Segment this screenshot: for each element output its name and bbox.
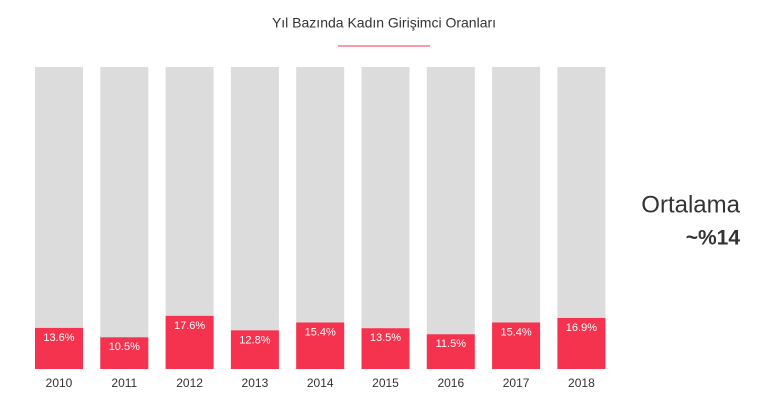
value-label: 15.4%: [500, 326, 531, 338]
x-tick-label: 2011: [111, 376, 137, 390]
bar-background: [35, 67, 83, 369]
x-tick-label: 2014: [307, 376, 334, 390]
bar-background: [361, 67, 410, 369]
bar: [426, 334, 475, 369]
annotation: ~%14: [686, 227, 741, 250]
bar: [557, 317, 606, 369]
value-label: 11.5%: [436, 338, 467, 350]
bar: [361, 328, 410, 369]
bar-background: [296, 67, 345, 369]
value-label: 17.6%: [174, 320, 205, 332]
value-label: 13.5%: [370, 332, 401, 344]
x-tick-label: 2012: [176, 376, 203, 390]
value-label: 15.4%: [305, 326, 336, 338]
value-label: 16.9%: [566, 322, 597, 334]
bar-background: [426, 67, 475, 369]
bar: [296, 322, 345, 369]
bar: [492, 322, 541, 369]
bar: [230, 330, 279, 369]
value-label: 12.8%: [239, 334, 270, 346]
x-tick-label: 2013: [242, 376, 269, 390]
bar: [165, 315, 214, 369]
x-tick-label: 2010: [46, 376, 73, 390]
value-label: 13.6%: [43, 332, 74, 344]
value-label: 10.5%: [109, 341, 140, 353]
bar: [35, 327, 83, 369]
x-tick-label: 2017: [503, 376, 530, 390]
bar-background: [492, 67, 541, 369]
bar-background: [230, 67, 279, 369]
bar-background: [100, 67, 149, 369]
x-tick-label: 2016: [437, 376, 464, 390]
chart-title: Yıl Bazında Kadın Girişimci Oranları: [272, 15, 496, 31]
x-tick-label: 2015: [372, 376, 399, 390]
x-tick-label: 2018: [568, 376, 595, 390]
annotation: Ortalama: [641, 191, 740, 218]
bar: [100, 337, 149, 369]
